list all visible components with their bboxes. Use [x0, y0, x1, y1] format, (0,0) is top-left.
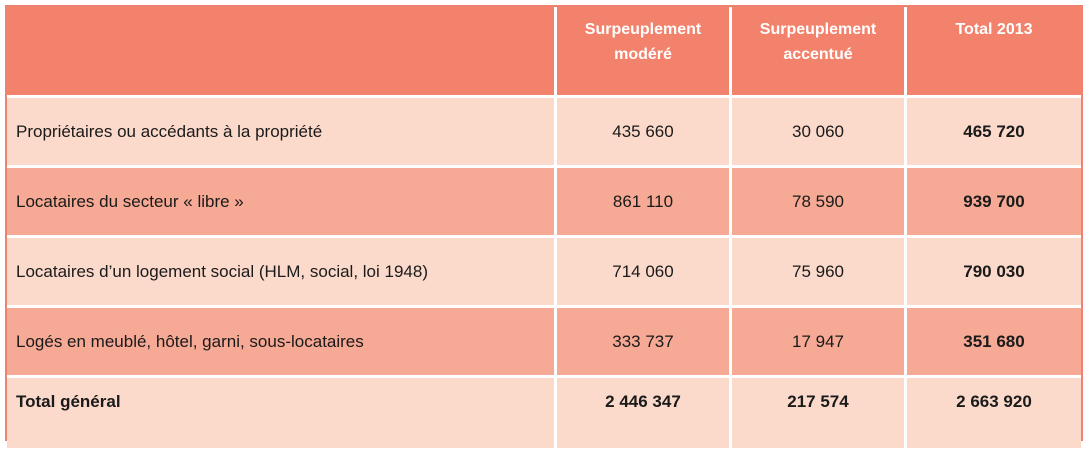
- header-total-2013: Total 2013: [907, 7, 1081, 98]
- table-body: Propriétaires ou accédants à la propriét…: [7, 98, 1081, 448]
- row-moderate: 861 110: [557, 168, 732, 238]
- overcrowding-table-frame: Surpeuplement modéré Surpeuplement accen…: [5, 5, 1083, 448]
- total-row: Total général 2 446 347 217 574 2 663 92…: [7, 378, 1081, 448]
- total-label: Total général: [7, 378, 557, 448]
- row-label: Propriétaires ou accédants à la propriét…: [7, 98, 557, 168]
- row-accentuated: 75 960: [732, 238, 907, 308]
- row-label: Locataires d’un logement social (HLM, so…: [7, 238, 557, 308]
- table-row: Logés en meublé, hôtel, garni, sous-loca…: [7, 308, 1081, 378]
- row-accentuated: 30 060: [732, 98, 907, 168]
- header-accentuated-line1: Surpeuplement: [759, 21, 877, 38]
- row-moderate: 333 737: [557, 308, 732, 378]
- row-total: 351 680: [907, 308, 1081, 378]
- header-empty-cell: [7, 7, 557, 98]
- total-moderate: 2 446 347: [557, 378, 732, 448]
- table-row: Locataires d’un logement social (HLM, so…: [7, 238, 1081, 308]
- total-accentuated: 217 574: [732, 378, 907, 448]
- table-header: Surpeuplement modéré Surpeuplement accen…: [7, 7, 1081, 98]
- row-moderate: 435 660: [557, 98, 732, 168]
- table-row: Propriétaires ou accédants à la propriét…: [7, 98, 1081, 168]
- header-moderate: Surpeuplement modéré: [557, 7, 732, 98]
- header-accentuated-line2: accentué: [783, 46, 853, 63]
- row-total: 465 720: [907, 98, 1081, 168]
- row-accentuated: 17 947: [732, 308, 907, 378]
- row-label: Logés en meublé, hôtel, garni, sous-loca…: [7, 308, 557, 378]
- row-moderate: 714 060: [557, 238, 732, 308]
- header-moderate-line1: Surpeuplement: [584, 21, 702, 38]
- total-grand: 2 663 920: [907, 378, 1081, 448]
- header-moderate-line2: modéré: [614, 46, 672, 63]
- header-accentuated: Surpeuplement accentué: [732, 7, 907, 98]
- overcrowding-table: Surpeuplement modéré Surpeuplement accen…: [7, 7, 1081, 448]
- row-accentuated: 78 590: [732, 168, 907, 238]
- header-row: Surpeuplement modéré Surpeuplement accen…: [7, 7, 1081, 98]
- table-row: Locataires du secteur « libre » 861 110 …: [7, 168, 1081, 238]
- row-label: Locataires du secteur « libre »: [7, 168, 557, 238]
- row-total: 939 700: [907, 168, 1081, 238]
- row-total: 790 030: [907, 238, 1081, 308]
